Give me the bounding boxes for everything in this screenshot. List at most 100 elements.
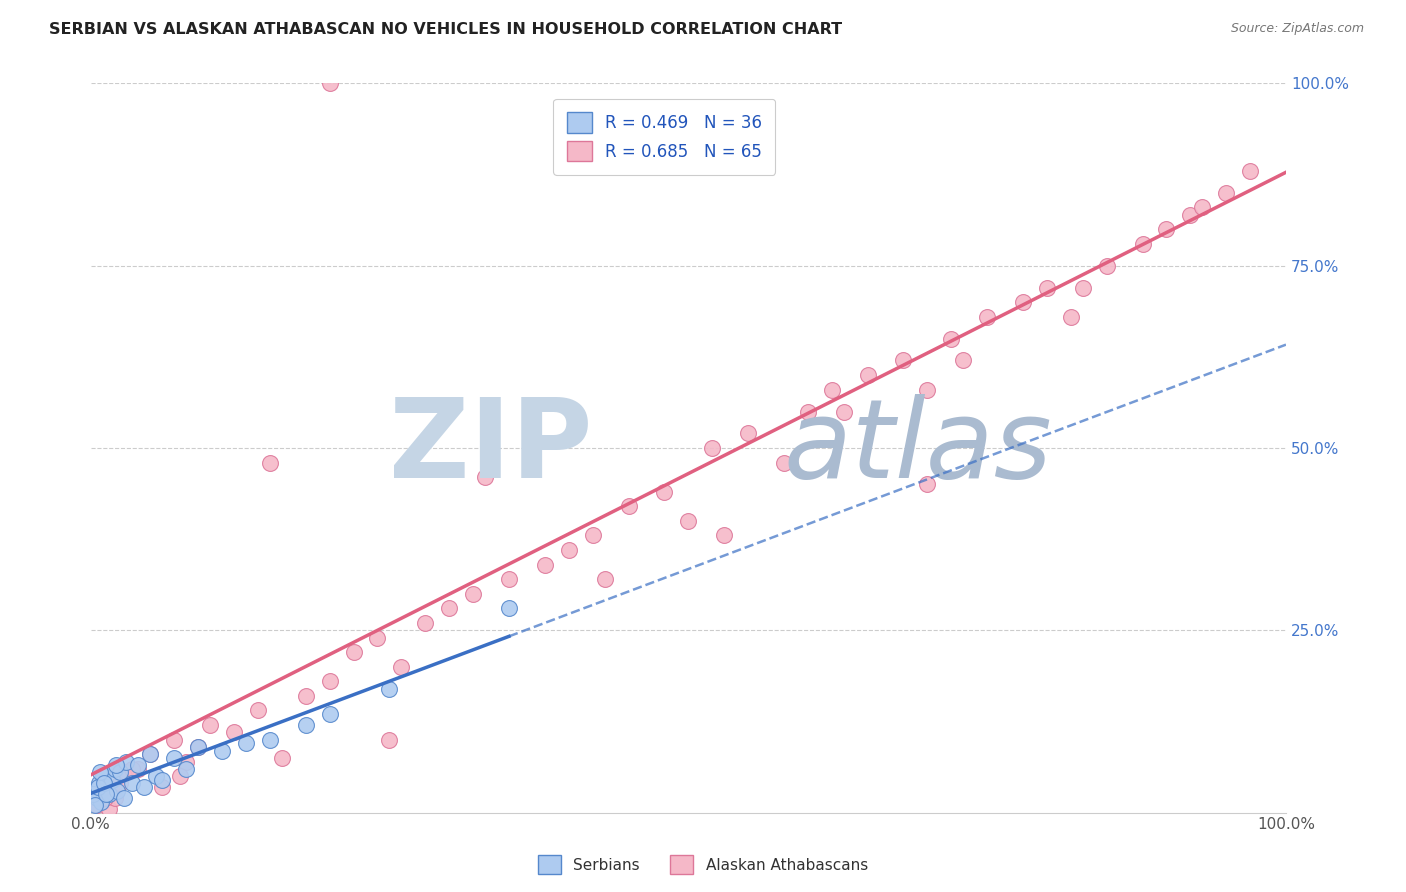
Point	[84, 798, 107, 813]
Point	[187, 739, 209, 754]
Point	[1180, 208, 1202, 222]
Point	[378, 732, 401, 747]
Point	[174, 762, 197, 776]
Point	[1071, 280, 1094, 294]
Point	[976, 310, 998, 324]
Point	[773, 456, 796, 470]
Point	[1012, 295, 1035, 310]
Point	[1060, 310, 1083, 324]
Point	[474, 470, 496, 484]
Point	[318, 707, 340, 722]
Point	[187, 739, 209, 754]
Point	[97, 802, 120, 816]
Point	[163, 732, 186, 747]
Point	[103, 791, 125, 805]
Point	[617, 112, 640, 127]
Point	[1095, 259, 1118, 273]
Point	[1036, 280, 1059, 294]
Point	[678, 514, 700, 528]
Point	[318, 77, 340, 91]
Point	[294, 718, 316, 732]
Point	[1191, 200, 1213, 214]
Point	[952, 353, 974, 368]
Point	[127, 762, 149, 776]
Point	[1156, 222, 1178, 236]
Point	[222, 725, 245, 739]
Text: Source: ZipAtlas.com: Source: ZipAtlas.com	[1230, 22, 1364, 36]
Point	[150, 780, 173, 794]
Legend: R = 0.469   N = 36, R = 0.685   N = 65: R = 0.469 N = 36, R = 0.685 N = 65	[553, 99, 775, 175]
Point	[103, 762, 125, 776]
Point	[127, 758, 149, 772]
Point	[121, 762, 143, 776]
Point	[821, 383, 844, 397]
Point	[86, 791, 108, 805]
Point	[112, 791, 135, 805]
Point	[439, 601, 461, 615]
Point	[463, 587, 485, 601]
Point	[121, 776, 143, 790]
Text: atlas: atlas	[785, 394, 1053, 501]
Point	[617, 500, 640, 514]
Point	[150, 772, 173, 787]
Point	[174, 755, 197, 769]
Point	[87, 776, 110, 790]
Point	[941, 332, 963, 346]
Point	[87, 780, 110, 794]
Point	[366, 631, 388, 645]
Point	[115, 755, 138, 769]
Point	[83, 783, 105, 797]
Point	[105, 783, 128, 797]
Point	[145, 769, 167, 783]
Point	[139, 747, 162, 762]
Point	[713, 528, 735, 542]
Point	[139, 747, 162, 762]
Point	[558, 543, 581, 558]
Point	[270, 751, 292, 765]
Point	[1132, 236, 1154, 251]
Point	[101, 772, 124, 787]
Point	[832, 404, 855, 418]
Point	[1215, 186, 1237, 200]
Point	[91, 769, 114, 783]
Text: ZIP: ZIP	[389, 394, 593, 501]
Point	[498, 572, 520, 586]
Point	[856, 368, 879, 382]
Point	[498, 601, 520, 615]
Point	[93, 776, 115, 790]
Point	[413, 615, 436, 630]
Point	[115, 765, 138, 780]
Point	[318, 674, 340, 689]
Point	[235, 736, 257, 750]
Point	[104, 758, 127, 772]
Point	[94, 791, 117, 805]
Point	[797, 404, 820, 418]
Text: SERBIAN VS ALASKAN ATHABASCAN NO VEHICLES IN HOUSEHOLD CORRELATION CHART: SERBIAN VS ALASKAN ATHABASCAN NO VEHICLE…	[49, 22, 842, 37]
Point	[91, 783, 114, 797]
Point	[378, 681, 401, 696]
Point	[134, 780, 156, 794]
Point	[917, 383, 939, 397]
Point	[593, 572, 616, 586]
Point	[246, 703, 269, 717]
Point	[163, 751, 186, 765]
Point	[582, 528, 605, 542]
Point	[1239, 164, 1261, 178]
Point	[169, 769, 191, 783]
Point	[82, 787, 104, 801]
Point	[917, 477, 939, 491]
Point	[211, 743, 233, 757]
Point	[737, 426, 759, 441]
Point	[94, 780, 117, 794]
Point	[654, 484, 676, 499]
Legend: Serbians, Alaskan Athabascans: Serbians, Alaskan Athabascans	[531, 849, 875, 880]
Point	[86, 798, 108, 813]
Point	[96, 787, 118, 801]
Point	[534, 558, 557, 572]
Point	[90, 795, 112, 809]
Point	[110, 776, 132, 790]
Point	[389, 659, 412, 673]
Point	[97, 787, 120, 801]
Point	[89, 765, 111, 780]
Point	[110, 765, 132, 780]
